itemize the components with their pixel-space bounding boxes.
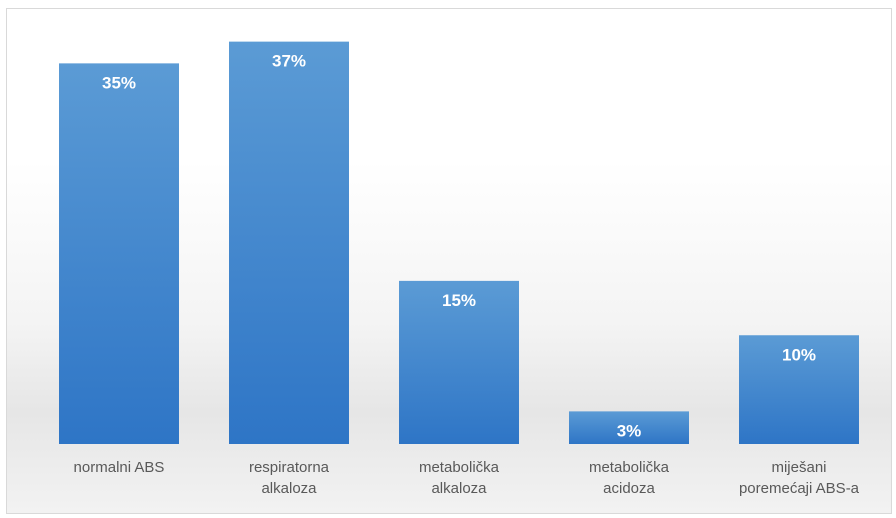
category-labels-layer: normalni ABS respiratorna alkaloza metaboli… — [74, 459, 860, 497]
bar-0 — [59, 63, 179, 444]
data-label-3: 3% — [617, 421, 642, 440]
bar-2 — [399, 280, 519, 444]
category-label-0: normalni ABS — [74, 459, 165, 476]
bar-4 — [739, 335, 859, 444]
chart-frame: 35% 37% 15% 3% 10% normalni ABS respiratorna a… — [6, 8, 892, 514]
bars-layer — [59, 41, 859, 444]
category-label-4: miješani poremećaji ABS-a — [739, 459, 860, 497]
category-label-3: metabolička acidoza — [589, 459, 670, 497]
data-label-0: 35% — [102, 73, 136, 92]
data-label-2: 15% — [442, 291, 476, 310]
bar-chart: 35% 37% 15% 3% 10% normalni ABS respiratorna a… — [59, 41, 860, 497]
category-label-1: respiratorna alkaloza — [249, 459, 330, 497]
data-label-1: 37% — [272, 52, 306, 71]
data-label-4: 10% — [782, 345, 816, 364]
bar-1 — [229, 41, 349, 444]
data-labels-layer: 35% 37% 15% 3% 10% — [102, 52, 816, 441]
bar-3 — [569, 411, 689, 444]
category-label-2: metabolička alkaloza — [419, 459, 500, 497]
